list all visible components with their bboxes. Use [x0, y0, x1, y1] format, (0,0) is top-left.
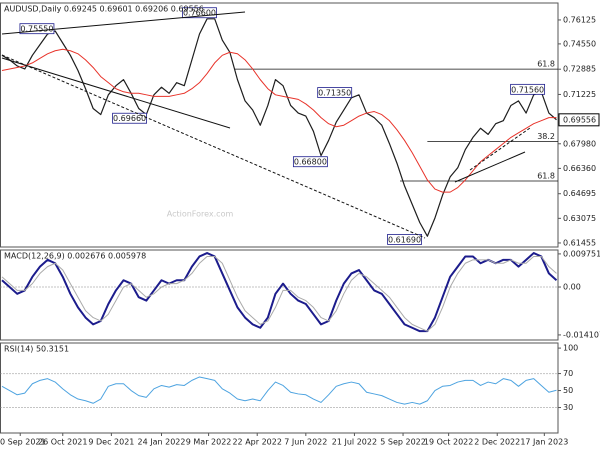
x-tick-label: 7 Jun 2022	[284, 438, 327, 447]
annotation-box	[182, 7, 217, 19]
y-tick-label: 0.71225	[563, 90, 596, 99]
x-tick-label: 21 Jul 2022	[332, 438, 377, 447]
series-line	[1, 48, 557, 193]
fib-label: 61.8	[537, 60, 555, 69]
y-tick-label: -0.014107	[563, 330, 600, 339]
panel-title: MACD(12,26,9) 0.002676 0.005978	[4, 252, 146, 261]
panel-frame	[0, 342, 559, 434]
y-tick-label: 0.64695	[563, 189, 596, 198]
watermark: ActionForex.com	[167, 210, 234, 219]
series-line	[1, 252, 558, 333]
annotation-label: 0.61690	[388, 235, 421, 244]
y-tick-label: 0.76125	[563, 15, 596, 24]
x-tick-label: 9 Dec 2021	[88, 438, 134, 447]
trend-line	[1, 57, 231, 129]
panel-frame	[0, 249, 559, 341]
y-tick-label: 0.00	[563, 283, 581, 292]
y-tick-label: 70	[563, 369, 573, 378]
annotation-label: 0.71350	[318, 89, 351, 98]
annotation-label: 0.66800	[294, 158, 327, 167]
y-tick-label: 100	[563, 344, 578, 353]
y-tick-label: 0.63075	[563, 214, 596, 223]
series-line	[1, 255, 557, 332]
panel-frame	[0, 2, 559, 248]
fib-label: 38.2	[537, 132, 555, 141]
y-tick-label: 50	[563, 386, 573, 395]
annotation-label: 0.71560	[511, 85, 544, 94]
series-line	[1, 376, 557, 405]
y-tick-label: 0.66360	[563, 164, 596, 173]
annotation-label: 0.69660	[113, 114, 146, 123]
last-price-box	[558, 113, 600, 127]
annotation-box	[112, 112, 148, 124]
y-tick-label: 0.67980	[563, 139, 596, 148]
y-tick-label: 0.009751	[563, 249, 600, 258]
annotation-box	[317, 87, 353, 98]
trend-line	[469, 127, 531, 171]
y-tick-label: 0.72885	[563, 65, 596, 74]
last-price-label: 0.69556	[563, 115, 596, 124]
annotation-label: 0.76600	[183, 9, 216, 18]
x-tick-label: 19 Oct 2022	[424, 438, 473, 447]
y-tick-label: 0.61455	[563, 238, 596, 247]
x-tick-label: 5 Sep 2022	[380, 438, 426, 447]
annotation-label: 0.75550	[20, 25, 53, 34]
annotation-box	[292, 156, 328, 168]
trend-line	[1, 54, 426, 239]
x-tick-label: 24 Jan 2022	[138, 438, 186, 447]
x-tick-label: 2 Dec 2022	[474, 438, 520, 447]
panel-title: RSI(14) 50.3151	[4, 345, 69, 354]
fib-label: 61.8	[537, 172, 555, 181]
x-tick-label: 17 Jan 2023	[520, 438, 568, 447]
y-tick-label: 0.74550	[563, 39, 596, 48]
annotation-box	[510, 83, 546, 95]
y-tick-label: 30	[563, 403, 573, 412]
annotation-box	[387, 233, 422, 245]
x-tick-label: 9 Mar 2022	[186, 438, 232, 447]
x-tick-label: 26 Oct 2021	[38, 438, 87, 447]
series-line	[1, 18, 557, 237]
trend-line	[454, 151, 526, 183]
trend-line	[1, 11, 246, 35]
x-tick-label: 10 Sep 2021	[0, 438, 46, 447]
annotation-box	[19, 23, 55, 35]
x-tick-label: 22 Apr 2022	[232, 438, 281, 447]
panel-title: AUDUSD,Daily 0.69245 0.69601 0.69206 0.6…	[4, 5, 204, 14]
